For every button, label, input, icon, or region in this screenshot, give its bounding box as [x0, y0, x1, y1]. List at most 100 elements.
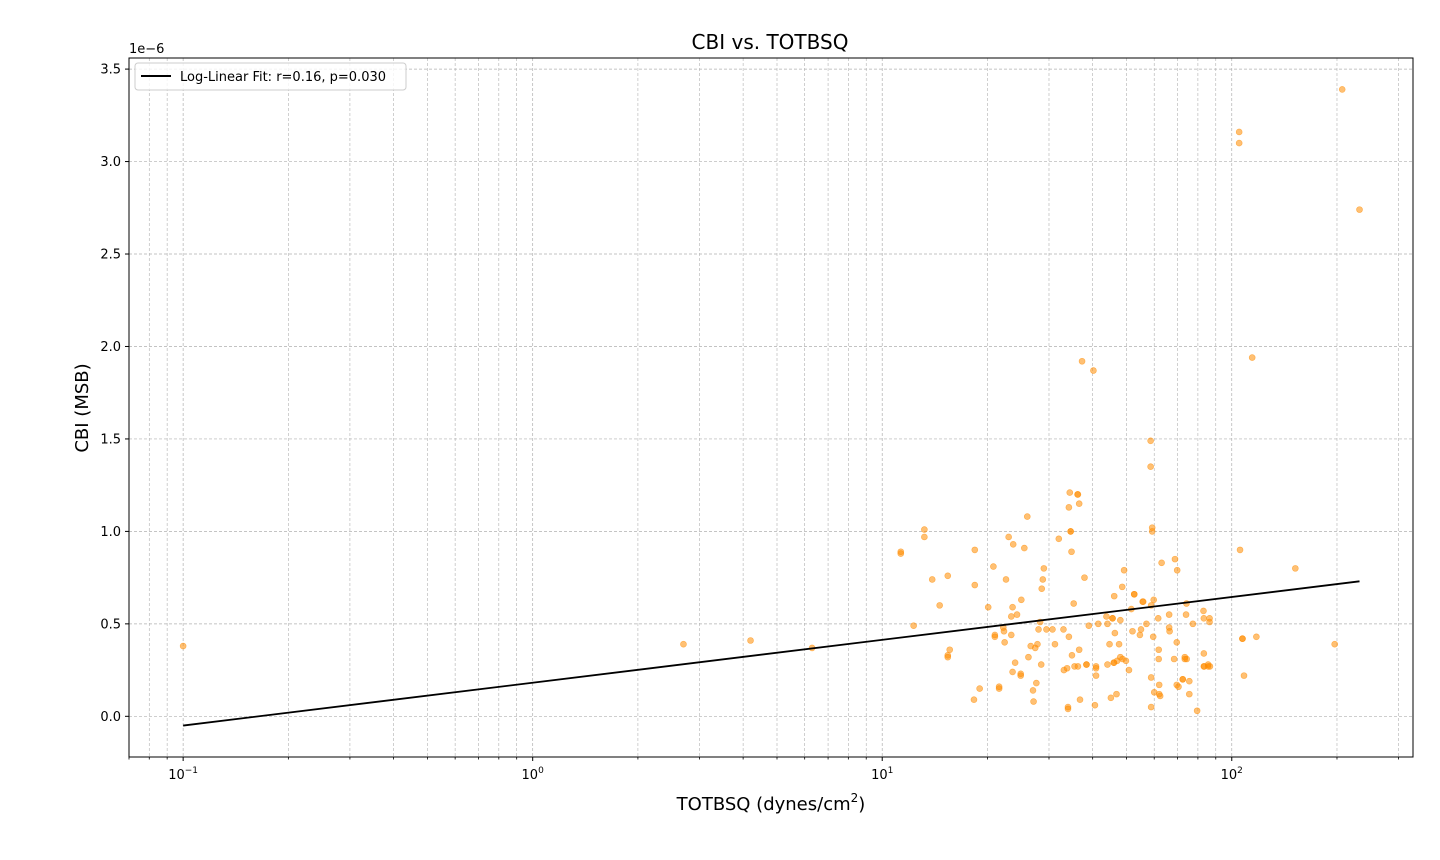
data-point — [1154, 615, 1162, 622]
data-point — [1038, 585, 1046, 593]
data-point — [1113, 690, 1120, 698]
x-tick-exponent: 1 — [888, 766, 894, 776]
legend: Log-Linear Fit: r=0.16, p=0.030 — [134, 62, 407, 91]
data-point — [928, 576, 936, 583]
data-point — [1106, 640, 1113, 648]
x-tick-base: 10 — [1221, 768, 1238, 783]
data-point — [1075, 500, 1083, 507]
data-point — [1040, 565, 1048, 572]
data-point — [1002, 576, 1010, 583]
data-point — [1173, 566, 1181, 574]
x-tick-label: 100 — [522, 766, 545, 783]
data-point — [1030, 698, 1037, 705]
data-point — [1067, 528, 1074, 535]
data-point — [1025, 653, 1032, 661]
y-tick-label: 0.0 — [100, 710, 121, 725]
data-point — [1065, 633, 1073, 641]
data-point — [1060, 626, 1067, 633]
data-point — [1068, 651, 1076, 659]
data-point — [1147, 674, 1155, 681]
data-point — [1175, 683, 1182, 691]
data-point — [984, 603, 992, 611]
y-tick-label: 3.5 — [100, 63, 121, 78]
data-point — [1070, 600, 1077, 607]
data-point — [1104, 661, 1111, 668]
data-point — [1000, 627, 1008, 635]
data-point — [1236, 546, 1244, 554]
data-point — [1039, 576, 1047, 583]
data-point — [1017, 672, 1025, 679]
data-point — [1179, 676, 1187, 683]
data-point — [1104, 620, 1111, 628]
data-point — [1147, 463, 1154, 470]
data-point — [680, 640, 687, 648]
x-tick-base: 10 — [871, 768, 888, 783]
data-point — [1063, 664, 1071, 672]
fit-line — [183, 580, 1360, 727]
data-point — [1206, 615, 1213, 622]
data-point — [1068, 548, 1075, 556]
x-tick-base: 10 — [522, 768, 539, 783]
data-point — [1075, 646, 1083, 654]
x-axis-label-text: TOTBSQ (dynes/cm — [676, 794, 851, 815]
grid-lines — [128, 58, 1413, 757]
x-axis-label: TOTBSQ (dynes/cm2) — [676, 791, 866, 815]
data-point — [1235, 128, 1243, 136]
legend-label: Log-Linear Fit: r=0.16, p=0.030 — [180, 70, 386, 85]
data-point — [1183, 655, 1190, 663]
data-point — [1110, 592, 1118, 600]
data-point — [747, 637, 754, 644]
data-point — [1091, 701, 1099, 709]
data-point — [1166, 627, 1173, 635]
data-point — [1033, 679, 1040, 687]
data-point — [1081, 574, 1088, 581]
y-tick-label: 0.5 — [100, 617, 121, 632]
data-point — [1143, 620, 1150, 628]
data-point — [944, 653, 952, 661]
data-point — [936, 602, 943, 609]
data-point — [1092, 664, 1100, 672]
data-point — [971, 581, 979, 589]
data-point — [1240, 672, 1248, 679]
data-point — [1147, 703, 1155, 711]
data-point — [1043, 626, 1050, 633]
data-point — [1125, 666, 1133, 674]
data-point — [1107, 694, 1115, 702]
data-point — [1078, 357, 1086, 365]
data-point — [1200, 615, 1208, 622]
data-point — [1120, 566, 1128, 574]
data-point — [1109, 615, 1116, 622]
x-axis-label-exponent: 2 — [851, 791, 859, 805]
data-point — [1009, 541, 1017, 548]
data-point — [1173, 639, 1181, 646]
data-point — [1139, 598, 1147, 605]
data-point — [1055, 535, 1063, 543]
y-tick-label: 1.0 — [100, 525, 121, 540]
data-point — [1147, 437, 1154, 445]
data-point — [1115, 640, 1123, 648]
x-tick-label: 10−1 — [168, 766, 198, 783]
data-point — [1338, 86, 1346, 93]
data-point — [1035, 626, 1042, 633]
data-point — [1122, 657, 1130, 665]
data-point — [1111, 629, 1119, 637]
data-point — [1034, 640, 1041, 648]
data-point — [1049, 626, 1056, 633]
x-tick-exponent: 0 — [538, 766, 544, 776]
data-point — [1009, 603, 1016, 611]
data-point — [1129, 627, 1136, 635]
data-point — [1155, 646, 1163, 654]
data-point — [1064, 705, 1072, 713]
data-point — [1074, 491, 1082, 498]
data-point — [1005, 533, 1012, 541]
data-point — [1356, 206, 1363, 213]
data-point — [1155, 655, 1163, 663]
legend-box — [134, 62, 407, 91]
x-tick-base: 10 — [168, 768, 185, 783]
data-point — [1150, 596, 1158, 604]
data-point — [1103, 613, 1110, 620]
x-tick-label: 101 — [871, 766, 893, 783]
data-point — [1090, 367, 1097, 374]
